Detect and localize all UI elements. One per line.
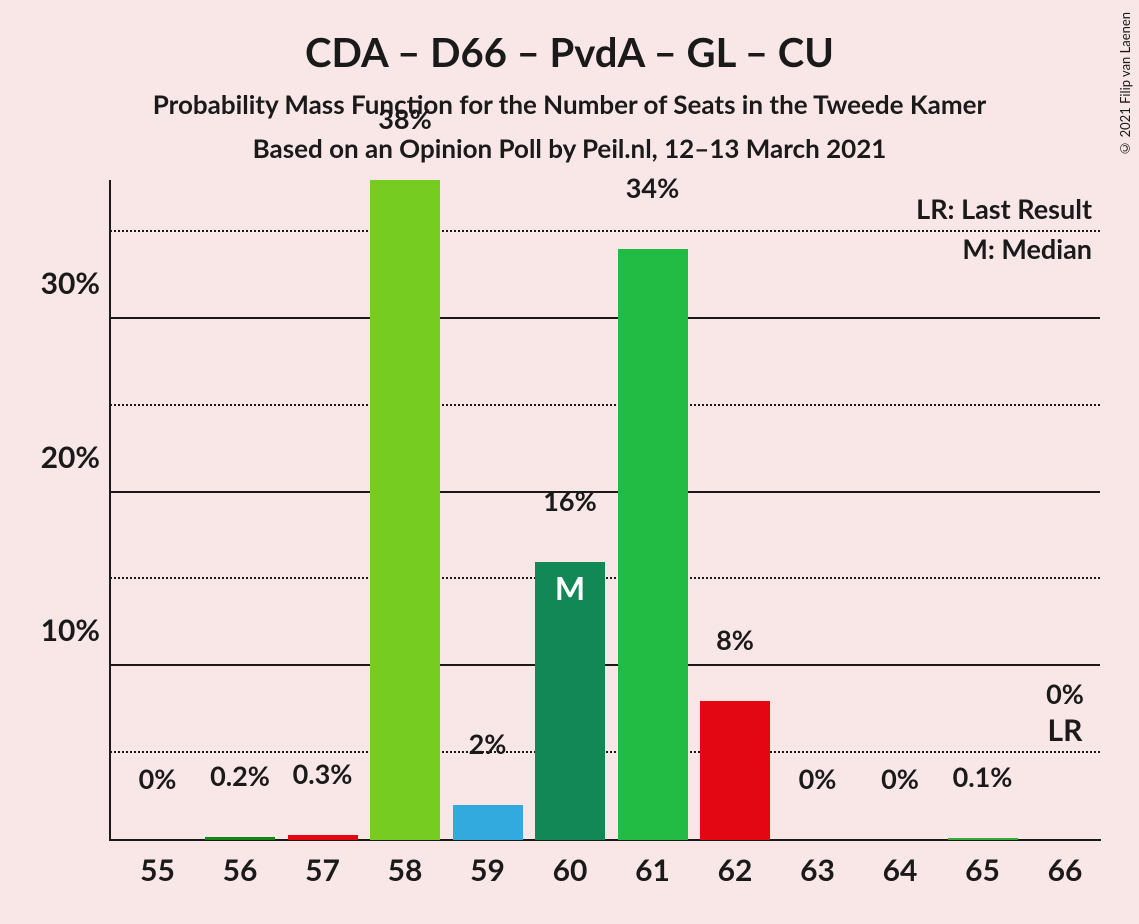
bar-value-label: 0% (1046, 677, 1084, 716)
gridline-minor (110, 751, 1100, 753)
x-axis-tick-label: 63 (800, 852, 835, 888)
x-axis-tick-label: 65 (965, 852, 1000, 888)
x-axis-tick-label: 56 (223, 852, 258, 888)
bar-value-label: 2% (469, 727, 507, 766)
bar (453, 805, 523, 840)
bar-value-label: 16% (543, 484, 596, 523)
bar-value-label: 0.1% (953, 760, 1013, 799)
x-axis-tick-label: 61 (635, 852, 670, 888)
legend-m: M: Median (962, 232, 1092, 265)
plot-area: 0%550.2%560.3%5738%582%5916%60M34%618%62… (110, 180, 1100, 840)
x-axis-tick-label: 62 (718, 852, 753, 888)
chart-subtitle-2: Based on an Opinion Poll by Peil.nl, 12–… (0, 132, 1139, 164)
bar (700, 701, 770, 840)
bar-value-label: 0% (881, 762, 919, 801)
x-axis-tick-label: 55 (140, 852, 175, 888)
gridline-major (110, 317, 1100, 319)
legend-lr: LR: Last Result (916, 192, 1092, 225)
bar (948, 838, 1018, 840)
x-axis-tick-label: 60 (553, 852, 588, 888)
bar (205, 837, 275, 840)
last-result-marker: LR (1048, 712, 1083, 752)
copyright-text: © 2021 Filip van Laenen (1117, 12, 1133, 157)
chart-title: CDA – D66 – PvdA – GL – CU (0, 28, 1139, 76)
x-axis-tick-label: 64 (883, 852, 918, 888)
x-axis-tick-label: 59 (470, 852, 505, 888)
x-axis-tick-label: 57 (305, 852, 340, 888)
chart-subtitle-1: Probability Mass Function for the Number… (0, 88, 1139, 120)
gridline-minor (110, 230, 1100, 232)
gridline-major (110, 491, 1100, 493)
x-axis-tick-label: 58 (388, 852, 423, 888)
gridline-major (110, 664, 1100, 666)
y-axis-tick-label: 20% (41, 439, 100, 475)
bar (288, 835, 358, 840)
gridline-minor (110, 404, 1100, 406)
y-axis-line (109, 180, 111, 840)
bar-value-label: 0% (799, 762, 837, 801)
chart-container: CDA – D66 – PvdA – GL – CU Probability M… (0, 0, 1139, 924)
median-marker: M (555, 568, 585, 607)
y-axis-tick-label: 30% (41, 265, 100, 301)
y-axis-tick-label: 10% (41, 612, 100, 648)
gridline-minor (110, 577, 1100, 579)
bar (370, 180, 440, 840)
bar-value-label: 0.3% (293, 757, 353, 796)
bar (618, 249, 688, 840)
x-axis-tick-label: 66 (1048, 852, 1083, 888)
bar-value-label: 8% (716, 623, 754, 662)
bar-value-label: 34% (626, 171, 679, 210)
bar-value-label: 0% (139, 762, 177, 801)
bar-value-label: 0.2% (210, 759, 270, 798)
bar-value-label: 38% (378, 102, 431, 141)
